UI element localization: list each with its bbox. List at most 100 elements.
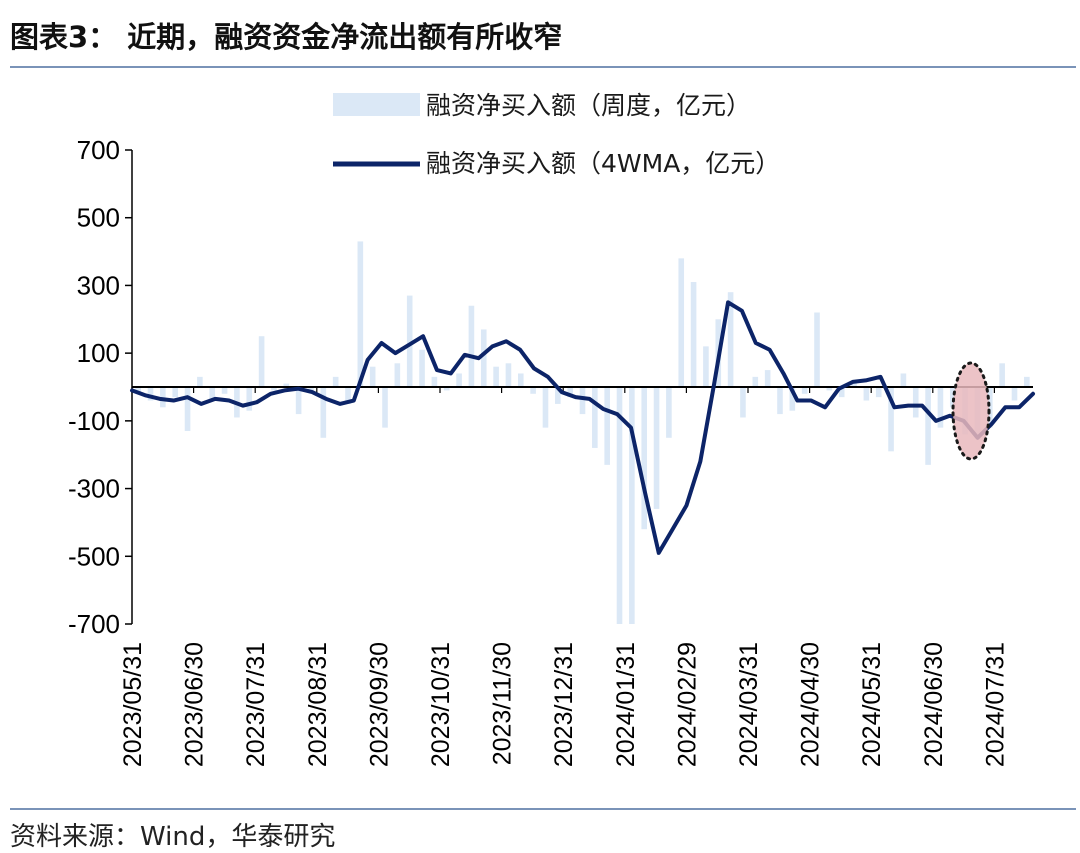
bar [801, 387, 808, 394]
bar [826, 387, 833, 391]
legend-label-weekly: 融资净买入额（周度，亿元） [426, 91, 751, 120]
bar [1011, 387, 1018, 401]
bar [246, 387, 253, 411]
bar [678, 258, 685, 387]
legend-label-4wma: 融资净买入额（4WMA，亿元） [426, 149, 780, 178]
bar [752, 376, 759, 387]
bar [345, 387, 351, 404]
x-tick-label: 2024/06/30 [920, 642, 948, 767]
bar [283, 383, 290, 387]
x-tick-label: 2023/11/30 [489, 642, 517, 765]
bar [542, 387, 549, 428]
bar [443, 387, 450, 391]
bar [641, 387, 648, 530]
legend-swatch-bar [333, 93, 420, 116]
bar [197, 376, 203, 387]
y-tick-label: 300 [77, 270, 120, 300]
bar [567, 387, 573, 398]
x-tick-label: 2024/02/29 [673, 642, 701, 767]
line-series-4wma [130, 300, 1035, 555]
bar [666, 387, 672, 438]
bar [530, 387, 536, 394]
bar [592, 387, 598, 448]
bar [727, 292, 734, 387]
bar [406, 295, 413, 387]
bar [912, 387, 919, 418]
bar [135, 387, 141, 394]
y-tick-label: -700 [68, 609, 120, 639]
bar [555, 387, 561, 404]
footer-divider [10, 808, 1076, 810]
bar [172, 387, 178, 398]
bar [888, 387, 894, 452]
x-tick-label: 2024/05/31 [858, 642, 886, 767]
bar [308, 387, 314, 391]
bar [949, 387, 956, 408]
bar [369, 366, 376, 387]
bar [764, 370, 771, 387]
bar [209, 387, 216, 401]
bar [320, 387, 327, 438]
axes [131, 150, 1033, 624]
x-tick-label: 2023/07/31 [242, 642, 270, 767]
x-tick-label: 2023/09/30 [365, 642, 393, 767]
y-tick-label: -300 [68, 474, 120, 504]
x-tick-label: 2024/03/31 [735, 642, 763, 767]
bar [789, 387, 796, 411]
bar [221, 387, 228, 394]
bar [419, 349, 425, 387]
header-divider [10, 66, 1076, 68]
x-tick-label: 2023/10/31 [427, 642, 455, 767]
bar [147, 387, 154, 401]
bar [629, 387, 635, 624]
bar [480, 329, 487, 387]
x-tick-label: 2024/04/30 [797, 642, 825, 767]
bar [703, 346, 709, 387]
bar-series-weekly [135, 241, 1030, 624]
bar [690, 282, 697, 387]
x-tick-label: 2024/01/31 [612, 642, 640, 767]
x-tick-label: 2024/07/31 [981, 642, 1009, 767]
bar [838, 387, 845, 398]
source-note: 资料来源：Wind，华泰研究 [10, 822, 336, 852]
bar [604, 387, 610, 465]
bar [295, 387, 302, 415]
bar [863, 387, 870, 401]
bar [468, 305, 475, 387]
bar [456, 373, 462, 387]
bar [505, 363, 512, 387]
bar [382, 387, 388, 428]
bar [184, 387, 191, 432]
bar [875, 387, 882, 398]
bar [616, 387, 623, 624]
bar [900, 373, 907, 387]
bar [160, 387, 166, 408]
bar [999, 363, 1005, 387]
y-tick-label: -500 [68, 541, 120, 571]
highlight-ellipse [951, 361, 991, 461]
bar [925, 387, 931, 465]
bar [777, 387, 783, 415]
y-tick-label: 100 [77, 338, 120, 368]
x-axis-ticks: 2023/05/31 2023/06/30 2023/07/31 2023/08/31… [119, 387, 1009, 767]
bar [1024, 376, 1030, 387]
y-axis-ticks: 700 500 300 100 -100 -300 -500 -700 [68, 135, 132, 639]
bar [740, 387, 746, 418]
x-tick-label: 2023/05/31 [119, 642, 147, 767]
bar [579, 387, 586, 415]
bar [357, 241, 364, 387]
bar [517, 373, 524, 387]
x-tick-label: 2023/08/31 [304, 642, 332, 767]
bar [332, 376, 339, 387]
y-tick-label: 700 [77, 135, 120, 165]
chart-header: 图表3： 近期，融资资金净流出额有所收窄 [10, 14, 1076, 70]
bar [937, 387, 944, 428]
x-tick-label: 2023/12/31 [550, 642, 578, 767]
y-tick-label: -100 [68, 406, 120, 436]
bar [394, 363, 401, 387]
bar [653, 387, 660, 509]
y-tick-label: 500 [77, 203, 120, 233]
bar [271, 387, 277, 391]
bar [814, 312, 820, 387]
